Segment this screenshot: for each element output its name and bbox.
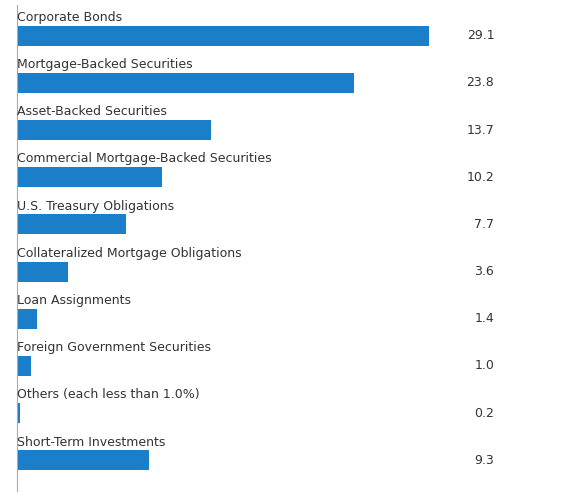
Bar (17, 214, 126, 234)
Bar (17, 73, 354, 93)
Text: 1.0: 1.0 (474, 360, 494, 372)
Text: Asset-Backed Securities: Asset-Backed Securities (17, 105, 167, 118)
Text: 1.4: 1.4 (474, 312, 494, 325)
Text: Short-Term Investments: Short-Term Investments (17, 435, 166, 448)
Text: 3.6: 3.6 (474, 265, 494, 278)
Text: U.S. Treasury Obligations: U.S. Treasury Obligations (17, 199, 174, 213)
Text: Loan Assignments: Loan Assignments (17, 294, 131, 307)
Text: Mortgage-Backed Securities: Mortgage-Backed Securities (17, 58, 193, 71)
Text: Commercial Mortgage-Backed Securities: Commercial Mortgage-Backed Securities (17, 152, 272, 165)
Text: Others (each less than 1.0%): Others (each less than 1.0%) (17, 388, 200, 401)
Bar (17, 262, 68, 282)
Bar (17, 450, 149, 470)
Bar (17, 309, 37, 329)
Text: 13.7: 13.7 (466, 124, 494, 136)
Text: Collateralized Mortgage Obligations: Collateralized Mortgage Obligations (17, 247, 242, 260)
Bar (17, 356, 32, 376)
Text: 7.7: 7.7 (474, 218, 494, 231)
Text: 0.2: 0.2 (474, 407, 494, 420)
Text: 9.3: 9.3 (474, 454, 494, 467)
Bar (17, 403, 20, 423)
Bar (17, 26, 429, 46)
Text: Foreign Government Securities: Foreign Government Securities (17, 341, 211, 354)
Text: 23.8: 23.8 (466, 76, 494, 89)
Text: 10.2: 10.2 (466, 171, 494, 184)
Bar (17, 120, 211, 140)
Bar (17, 167, 162, 187)
Text: 29.1: 29.1 (466, 29, 494, 42)
Text: Corporate Bonds: Corporate Bonds (17, 11, 122, 24)
